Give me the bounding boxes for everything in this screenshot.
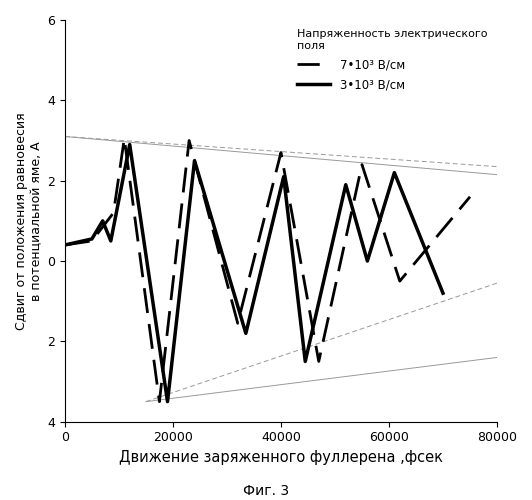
Y-axis label: Сдвиг от положения равновесия
в потенциальной яме, А: Сдвиг от положения равновесия в потенциа… <box>15 112 43 330</box>
X-axis label: Движение заряженного фуллерена ,фсек: Движение заряженного фуллерена ,фсек <box>119 450 443 465</box>
Text: Фиг. 3: Фиг. 3 <box>243 484 289 498</box>
Legend: 7•10³ В/см, 3•10³ В/см: 7•10³ В/см, 3•10³ В/см <box>294 26 491 95</box>
